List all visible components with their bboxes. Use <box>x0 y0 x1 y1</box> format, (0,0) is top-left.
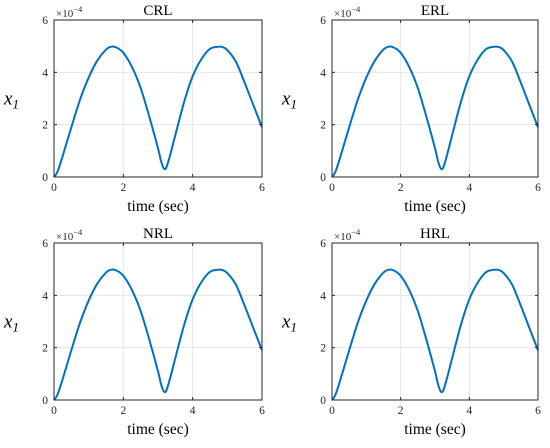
y-tick-label: 2 <box>42 343 48 355</box>
subplot-nrl: 0 2 4 6 0 2 4 6 ×10−4 NRL time (sec) x1 <box>3 226 265 438</box>
y-multiplier: ×10−4 <box>334 227 361 243</box>
y-tick-label: 0 <box>320 172 326 184</box>
y-axis-label: x1 <box>3 89 19 112</box>
y-multiplier-base: ×10 <box>56 231 74 243</box>
x-tick-label: 6 <box>535 182 541 194</box>
y-tick-label: 4 <box>42 67 48 79</box>
grid <box>332 243 538 400</box>
x-tick-label: 0 <box>51 182 57 194</box>
y-multiplier-base: ×10 <box>56 8 74 20</box>
x-tick-label: 2 <box>120 405 126 417</box>
x-axis-label: time (sec) <box>127 421 189 438</box>
y-tick-label: 6 <box>320 238 326 250</box>
y-multiplier: ×10−4 <box>56 227 83 243</box>
x-tick-label: 6 <box>259 182 265 194</box>
subplot-hrl: 0 2 4 6 0 2 4 6 ×10−4 HRL time (sec) x1 <box>281 226 541 438</box>
y-multiplier-base: ×10 <box>334 231 352 243</box>
y-axis-label-main: x <box>3 312 13 333</box>
y-tick-label: 2 <box>320 343 326 355</box>
x-tick-label: 0 <box>329 182 335 194</box>
y-multiplier-exponent: −4 <box>73 227 83 237</box>
x-tick-label: 6 <box>259 405 265 417</box>
axes-box <box>53 242 263 401</box>
x-tick-label: 4 <box>466 405 472 417</box>
y-tick-label: 2 <box>42 120 48 132</box>
y-multiplier-base: ×10 <box>334 8 352 20</box>
y-multiplier: ×10−4 <box>334 4 361 20</box>
y-tick-label: 0 <box>42 395 48 407</box>
axes-box <box>53 19 263 178</box>
y-axis-label: x1 <box>281 312 297 335</box>
plot-area <box>332 20 538 177</box>
x-tick-label: 4 <box>190 182 196 194</box>
x-tick-label: 0 <box>329 405 335 417</box>
subplot-erl: 0 2 4 6 0 2 4 6 ×10−4 ERL time (sec) x1 <box>281 3 541 215</box>
y-axis-label-subscript: 1 <box>12 320 19 335</box>
y-tick-label: 0 <box>320 395 326 407</box>
subplot-crl: 0 2 4 6 0 2 4 6 ×10−4 CRL time (sec) x1 <box>3 3 265 215</box>
axes-box <box>331 19 539 178</box>
subplot-title: NRL <box>143 226 173 242</box>
y-tick-label: 6 <box>42 15 48 27</box>
y-axis-label-subscript: 1 <box>12 97 19 112</box>
grid <box>54 243 262 400</box>
series-line <box>331 45 539 178</box>
subplot-title: HRL <box>420 226 450 242</box>
grid <box>332 20 538 177</box>
y-multiplier-exponent: −4 <box>73 4 83 14</box>
axes-box <box>331 242 539 401</box>
y-multiplier-exponent: −4 <box>351 4 361 14</box>
subplot-title: ERL <box>421 3 449 19</box>
x-axis-label: time (sec) <box>127 198 189 215</box>
series-line <box>53 268 263 401</box>
y-tick-label: 6 <box>320 15 326 27</box>
y-axis-label-subscript: 1 <box>290 320 297 335</box>
y-tick-label: 0 <box>42 172 48 184</box>
y-axis-label-subscript: 1 <box>290 97 297 112</box>
plot-area <box>332 243 538 400</box>
x-axis-label: time (sec) <box>404 421 466 438</box>
plot-area <box>54 243 262 400</box>
x-axis-label: time (sec) <box>404 198 466 215</box>
y-axis-label-main: x <box>281 312 291 333</box>
series-line <box>53 45 263 178</box>
x-tick-label: 2 <box>398 405 404 417</box>
y-axis-label-main: x <box>3 89 13 110</box>
y-tick-label: 4 <box>42 290 48 302</box>
grid <box>54 20 262 177</box>
subplot-title: CRL <box>143 3 172 19</box>
series-line <box>331 268 539 401</box>
x-tick-label: 6 <box>535 405 541 417</box>
x-tick-label: 4 <box>190 405 196 417</box>
y-tick-label: 4 <box>320 290 326 302</box>
x-tick-label: 4 <box>466 182 472 194</box>
y-axis-label: x1 <box>3 312 19 335</box>
y-axis-label-main: x <box>281 89 291 110</box>
y-tick-label: 4 <box>320 67 326 79</box>
y-tick-label: 6 <box>42 238 48 250</box>
y-axis-label: x1 <box>281 89 297 112</box>
y-multiplier: ×10−4 <box>56 4 83 20</box>
x-tick-label: 0 <box>51 405 57 417</box>
y-multiplier-exponent: −4 <box>351 227 361 237</box>
plot-area <box>54 20 262 177</box>
y-tick-label: 2 <box>320 120 326 132</box>
x-tick-label: 2 <box>398 182 404 194</box>
x-tick-label: 2 <box>120 182 126 194</box>
